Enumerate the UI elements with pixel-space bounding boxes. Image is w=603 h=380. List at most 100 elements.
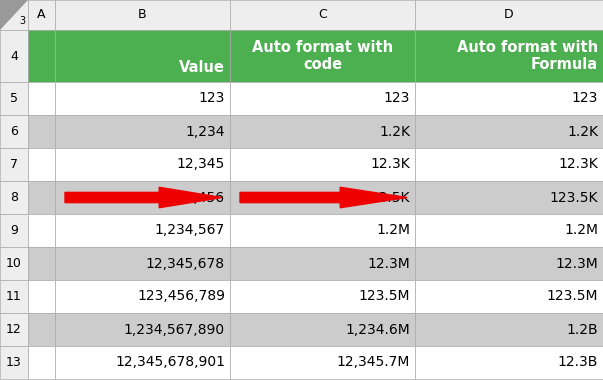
- Polygon shape: [0, 0, 28, 30]
- Bar: [0, 346, 28, 379]
- Text: 12.3M: 12.3M: [367, 256, 410, 271]
- Text: 1.2M: 1.2M: [376, 223, 410, 238]
- Text: 12,345: 12,345: [177, 157, 225, 171]
- Bar: [415, 148, 603, 181]
- Bar: [415, 247, 603, 280]
- Bar: [415, 0, 603, 30]
- Bar: [0, 280, 28, 313]
- Text: 123.5M: 123.5M: [546, 290, 598, 304]
- Bar: [230, 148, 415, 181]
- Text: 1.2K: 1.2K: [567, 125, 598, 138]
- Bar: [230, 115, 415, 148]
- Text: 6: 6: [10, 125, 18, 138]
- Text: A: A: [37, 8, 46, 22]
- FancyArrow shape: [240, 187, 407, 208]
- Bar: [28, 214, 55, 247]
- Text: 12: 12: [6, 323, 22, 336]
- Bar: [415, 313, 603, 346]
- Bar: [415, 82, 603, 115]
- Text: 123.5M: 123.5M: [359, 290, 410, 304]
- Text: 1.2M: 1.2M: [564, 223, 598, 238]
- Bar: [0, 148, 28, 181]
- FancyArrow shape: [65, 187, 222, 208]
- Bar: [28, 0, 55, 30]
- Bar: [55, 115, 230, 148]
- Text: 1.2K: 1.2K: [379, 125, 410, 138]
- Text: 12,345.7M: 12,345.7M: [336, 356, 410, 369]
- Bar: [0, 181, 28, 214]
- Bar: [0, 0, 28, 30]
- Bar: [230, 280, 415, 313]
- Text: 7: 7: [10, 158, 18, 171]
- Bar: [55, 148, 230, 181]
- Text: 123.5K: 123.5K: [362, 190, 410, 204]
- Text: 8: 8: [10, 191, 18, 204]
- Text: 12.3M: 12.3M: [555, 256, 598, 271]
- Text: 1,234: 1,234: [186, 125, 225, 138]
- Text: 123,456,789: 123,456,789: [137, 290, 225, 304]
- Bar: [28, 115, 55, 148]
- Bar: [230, 247, 415, 280]
- Text: 5: 5: [10, 92, 18, 105]
- Text: C: C: [318, 8, 327, 22]
- Text: B: B: [138, 8, 147, 22]
- Text: 123: 123: [198, 92, 225, 106]
- Text: 9: 9: [10, 224, 18, 237]
- Bar: [230, 346, 415, 379]
- Bar: [415, 181, 603, 214]
- Bar: [55, 181, 230, 214]
- Bar: [0, 313, 28, 346]
- Bar: [28, 148, 55, 181]
- Bar: [230, 30, 415, 82]
- Text: 1,234,567: 1,234,567: [155, 223, 225, 238]
- Bar: [230, 181, 415, 214]
- Text: 1,234.6M: 1,234.6M: [346, 323, 410, 337]
- Bar: [0, 214, 28, 247]
- Text: 4: 4: [10, 49, 18, 62]
- Bar: [28, 82, 55, 115]
- Text: Auto format with
Formula: Auto format with Formula: [457, 40, 598, 72]
- Bar: [55, 82, 230, 115]
- Bar: [55, 0, 230, 30]
- Bar: [230, 214, 415, 247]
- Bar: [28, 346, 55, 379]
- Text: Auto format with
code: Auto format with code: [252, 40, 393, 72]
- Text: Value: Value: [179, 60, 225, 75]
- Text: 12,345,678: 12,345,678: [146, 256, 225, 271]
- Text: 123: 123: [384, 92, 410, 106]
- Bar: [55, 247, 230, 280]
- Bar: [415, 30, 603, 82]
- Bar: [230, 313, 415, 346]
- Text: 123: 123: [572, 92, 598, 106]
- Bar: [0, 30, 28, 82]
- Bar: [28, 313, 55, 346]
- Text: 1.2B: 1.2B: [566, 323, 598, 337]
- Bar: [0, 115, 28, 148]
- Text: 123,456: 123,456: [168, 190, 225, 204]
- Bar: [28, 280, 55, 313]
- Text: 1,234,567,890: 1,234,567,890: [124, 323, 225, 337]
- Text: 3: 3: [19, 16, 25, 26]
- Bar: [415, 115, 603, 148]
- Bar: [415, 214, 603, 247]
- Bar: [0, 247, 28, 280]
- Bar: [230, 82, 415, 115]
- Bar: [55, 280, 230, 313]
- Bar: [415, 280, 603, 313]
- Bar: [28, 30, 55, 82]
- Bar: [55, 346, 230, 379]
- Bar: [28, 181, 55, 214]
- Text: 12.3K: 12.3K: [370, 157, 410, 171]
- Text: 13: 13: [6, 356, 22, 369]
- Text: 123.5K: 123.5K: [549, 190, 598, 204]
- Text: 12.3B: 12.3B: [558, 356, 598, 369]
- Text: 12.3K: 12.3K: [558, 157, 598, 171]
- Bar: [230, 0, 415, 30]
- Bar: [55, 214, 230, 247]
- Text: 12,345,678,901: 12,345,678,901: [115, 356, 225, 369]
- Bar: [55, 313, 230, 346]
- Text: D: D: [504, 8, 514, 22]
- Bar: [415, 346, 603, 379]
- Bar: [0, 82, 28, 115]
- Text: 11: 11: [6, 290, 22, 303]
